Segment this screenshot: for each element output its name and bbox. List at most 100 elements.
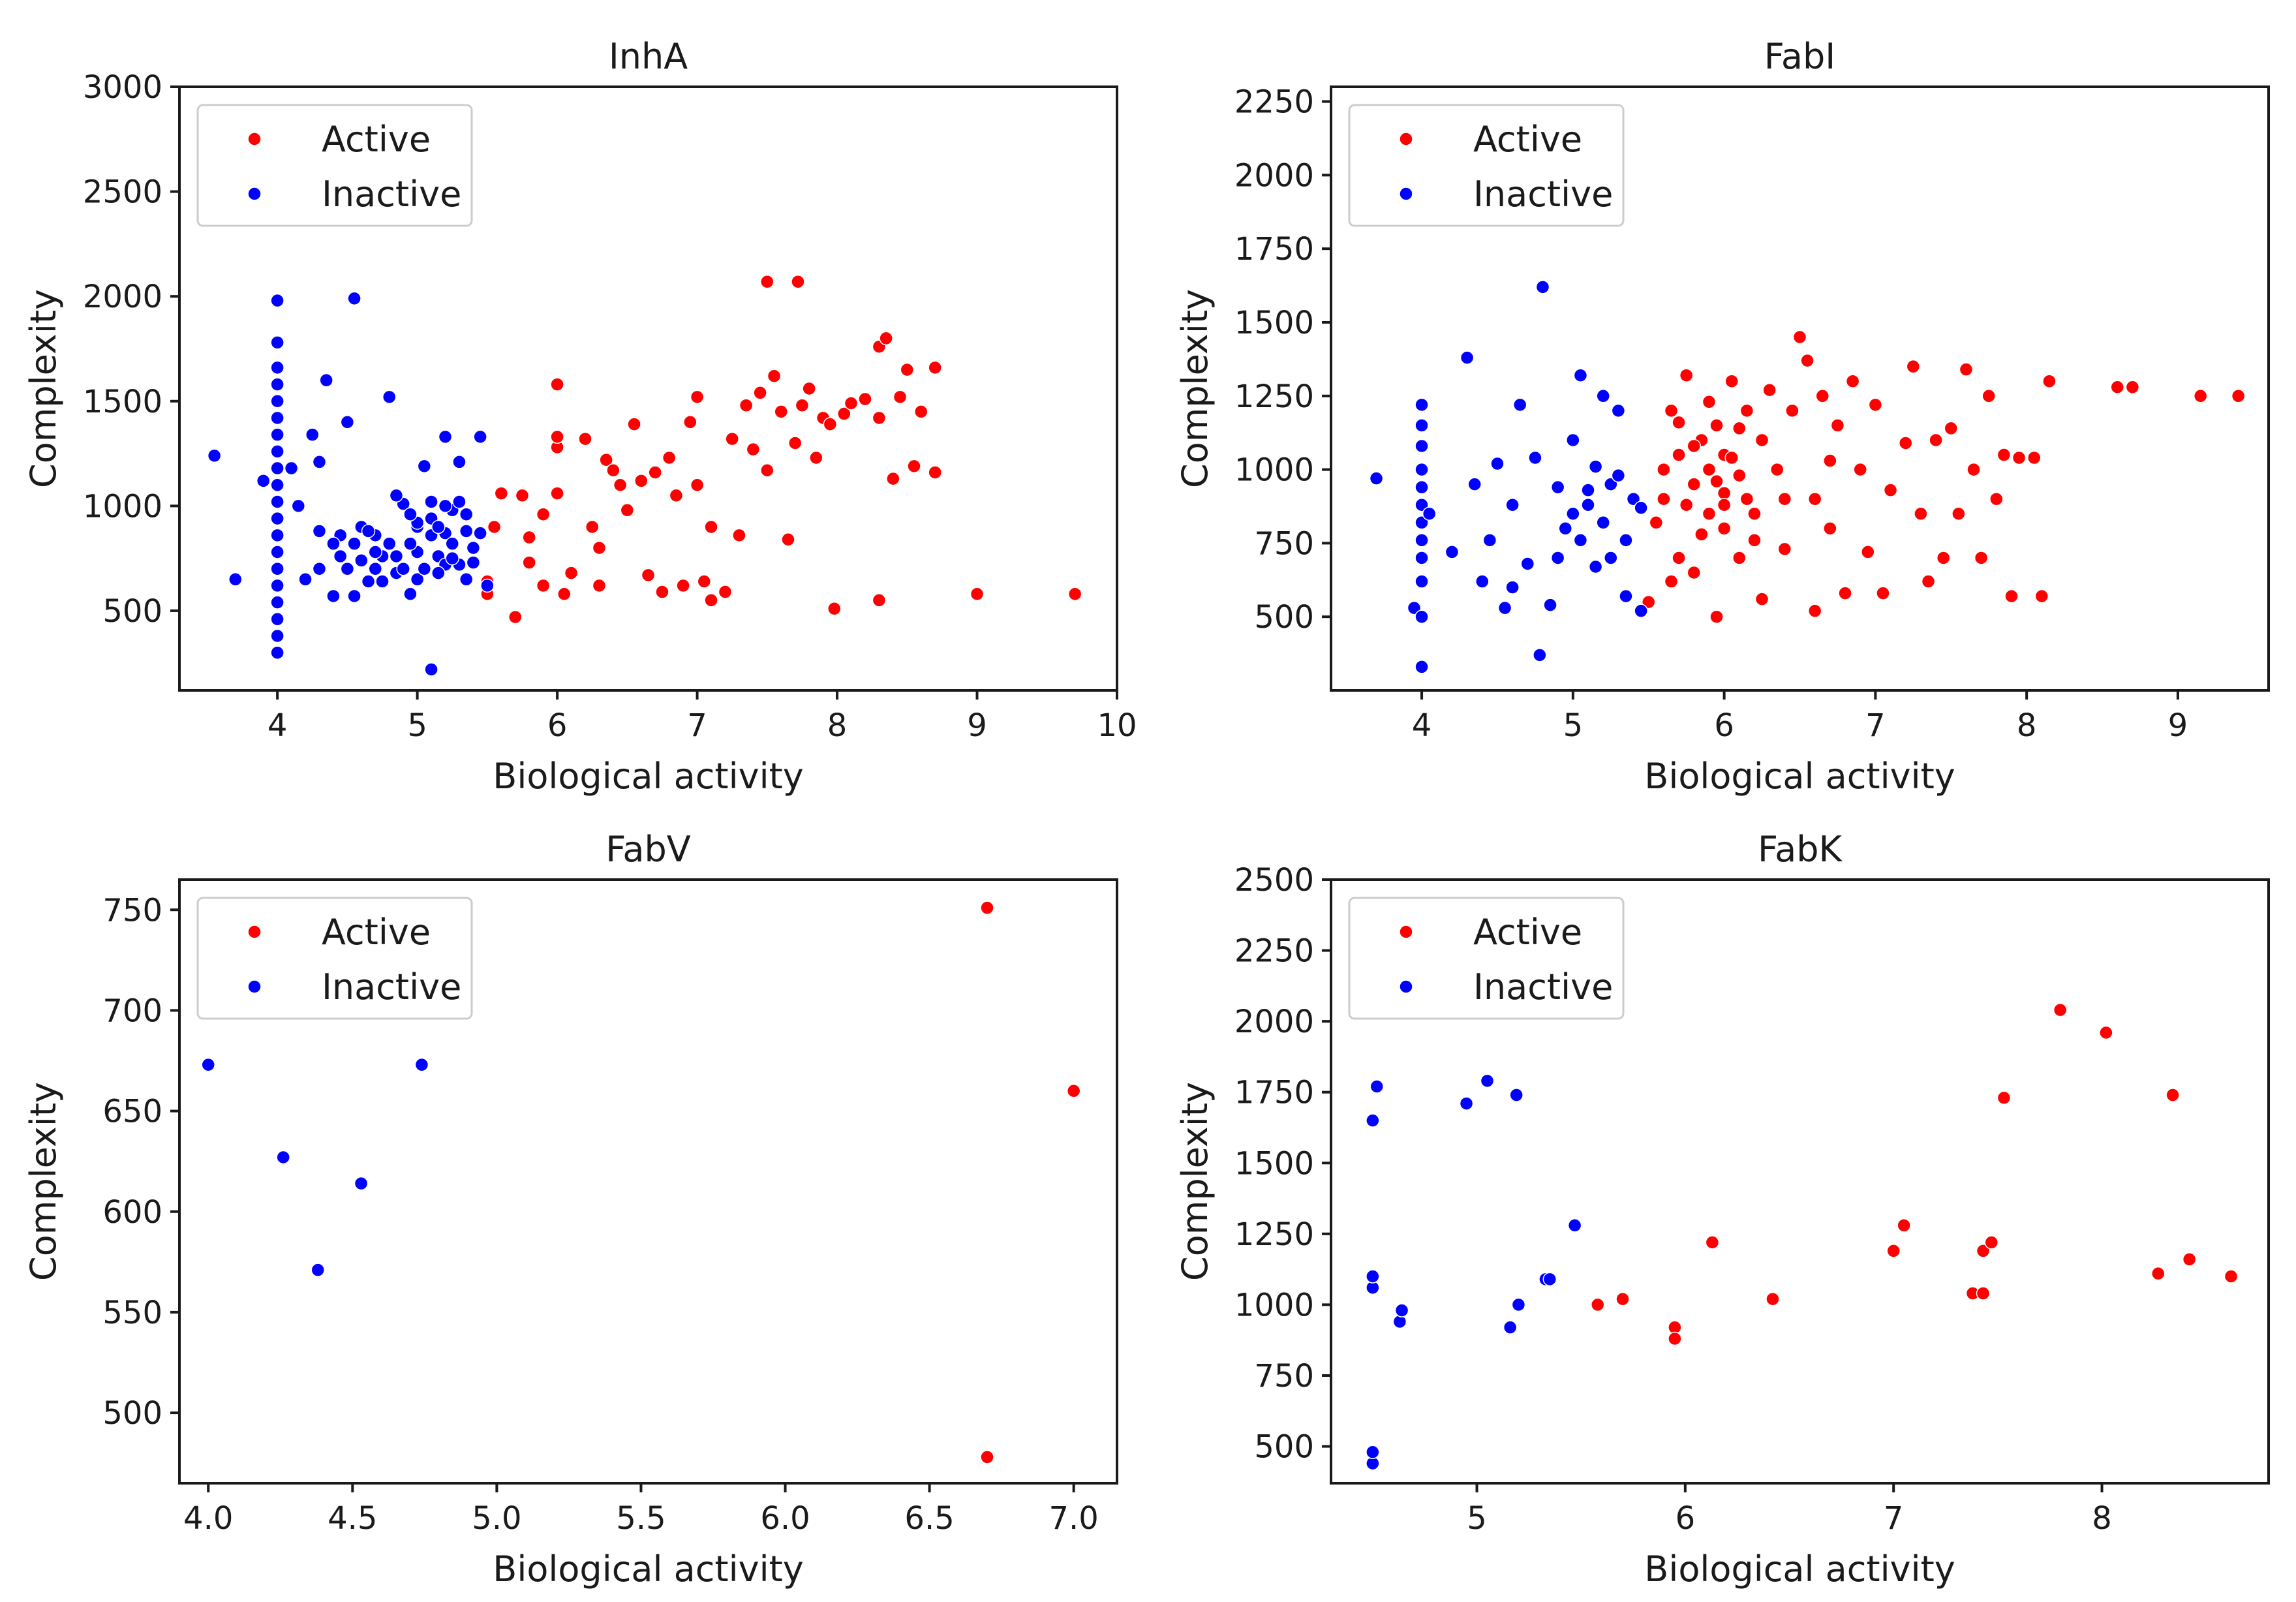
data-point-active: [781, 532, 795, 547]
x-tick-label: 9: [2168, 707, 2188, 744]
x-tick-label: 4: [268, 707, 288, 744]
data-point-inactive: [361, 524, 376, 538]
data-point-inactive: [368, 561, 383, 576]
data-point-active: [1067, 587, 1082, 602]
data-point-inactive: [368, 545, 383, 559]
y-tick-label: 550: [102, 1295, 162, 1331]
data-point-active: [1944, 421, 1959, 436]
data-point-inactive: [354, 553, 369, 568]
data-point-active: [1984, 1235, 1999, 1250]
data-point-inactive: [1596, 389, 1610, 403]
data-point-inactive: [270, 561, 284, 576]
y-tick-label: 700: [102, 993, 162, 1029]
data-point-inactive: [424, 495, 438, 509]
data-point-inactive: [1604, 551, 1618, 565]
y-axis-label: Complexity: [1174, 1082, 1216, 1281]
data-point-inactive: [291, 499, 306, 514]
data-point-inactive: [382, 390, 397, 405]
y-tick-label: 2000: [1234, 157, 1314, 194]
data-point-active: [1823, 521, 1837, 536]
data-point-active: [739, 398, 754, 412]
data-point-inactive: [284, 461, 299, 476]
data-point-active: [585, 519, 600, 534]
data-point-inactive: [1366, 1113, 1380, 1128]
y-tick-label: 2500: [83, 174, 162, 211]
data-point-inactive: [270, 360, 284, 375]
data-point-active: [1687, 477, 1702, 491]
data-point-inactive: [1497, 600, 1512, 615]
legend-marker-inactive: [247, 979, 262, 994]
data-point-inactive: [1480, 1073, 1495, 1088]
data-point-active: [1976, 1286, 1991, 1301]
data-point-inactive: [1445, 545, 1460, 559]
x-tick-label: 8: [827, 707, 848, 744]
data-point-inactive: [347, 536, 361, 551]
data-point-active: [970, 587, 985, 602]
data-point-active: [1702, 506, 1717, 521]
data-point-inactive: [1558, 521, 1572, 536]
legend-label-active: Active: [322, 912, 431, 953]
data-point-active: [1732, 551, 1747, 565]
data-point-active: [641, 568, 656, 583]
data-point-inactive: [1415, 516, 1429, 530]
data-point-active: [2231, 389, 2246, 403]
data-point-active: [1657, 491, 1671, 506]
data-point-active: [1732, 468, 1747, 483]
data-point-active: [1868, 397, 1883, 412]
data-point-active: [1679, 497, 1694, 512]
y-axis-label: Complexity: [23, 289, 64, 488]
x-tick-label: 5: [1563, 707, 1584, 744]
data-point-active: [704, 519, 718, 534]
data-point-active: [522, 530, 536, 545]
y-tick-label: 1250: [1234, 378, 1314, 415]
data-point-active: [1974, 551, 1989, 565]
y-tick-label: 1000: [83, 488, 162, 525]
chart-title: FabI: [1764, 36, 1835, 77]
data-point-active: [1997, 1090, 2012, 1105]
data-point-active: [2012, 450, 2027, 465]
data-point-active: [536, 578, 551, 593]
data-point-active: [1997, 448, 2012, 462]
data-point-inactive: [375, 574, 390, 589]
data-point-active: [690, 478, 705, 492]
x-axis-label: Biological activity: [493, 1548, 803, 1590]
data-point-active: [613, 478, 628, 492]
data-point-active: [1739, 403, 1754, 418]
y-tick-label: 750: [1254, 1358, 1314, 1394]
data-point-active: [1967, 462, 1981, 477]
data-point-inactive: [270, 410, 284, 425]
data-point-active: [1717, 485, 1732, 501]
data-point-inactive: [1596, 516, 1610, 530]
chart-title: FabK: [1758, 829, 1843, 870]
data-point-active: [760, 463, 774, 478]
data-point-inactive: [1415, 480, 1429, 495]
data-point-active: [1687, 439, 1702, 454]
data-point-active: [2042, 374, 2057, 388]
data-point-active: [823, 417, 838, 431]
data-point-active: [980, 1450, 994, 1464]
data-point-active: [753, 386, 767, 400]
x-tick-label: 6: [1714, 707, 1734, 744]
chart-title: InhA: [609, 36, 688, 77]
data-point-active: [1777, 542, 1792, 557]
data-point-active: [1702, 462, 1717, 477]
data-point-inactive: [1407, 600, 1422, 615]
legend-label-active: Active: [1473, 119, 1582, 160]
data-point-inactive: [340, 415, 355, 429]
data-point-active: [648, 465, 662, 480]
data-point-active: [1709, 609, 1724, 624]
data-point-inactive: [1370, 1079, 1385, 1094]
data-point-active: [827, 601, 842, 616]
data-point-inactive: [417, 561, 432, 576]
data-point-active: [1615, 1291, 1630, 1306]
data-point-inactive: [1550, 480, 1565, 495]
data-point-active: [1898, 436, 1913, 450]
chart-inha: InhA 4 5 6 7 8 9 10 500 1000 1500 2000 2500 3000 Biolo…: [23, 36, 1137, 797]
data-point-inactive: [340, 561, 355, 576]
data-point-inactive: [1467, 477, 1482, 491]
plot-frame: [1330, 85, 2270, 692]
data-point-active: [893, 390, 908, 405]
data-point-active: [704, 593, 718, 608]
data-point-active: [564, 566, 579, 580]
series-inactive: [201, 993, 429, 1277]
